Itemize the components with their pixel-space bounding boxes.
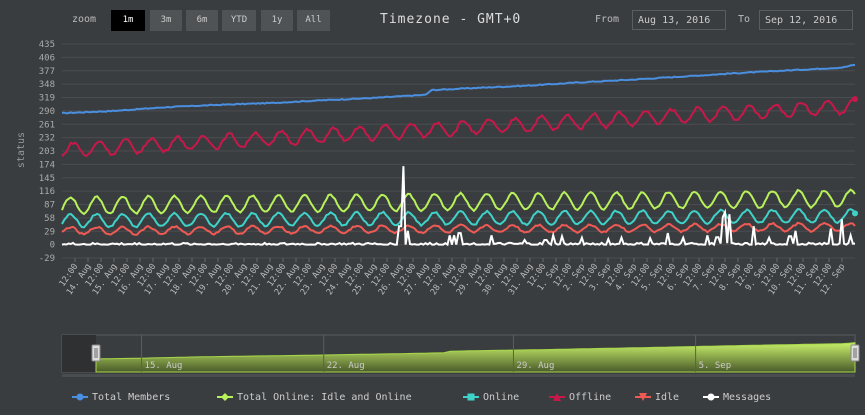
y-tick-label: 290 bbox=[39, 107, 55, 117]
y-tick-label: 29 bbox=[44, 227, 55, 237]
series-line-total-members[interactable] bbox=[62, 65, 855, 114]
y-tick-label: 145 bbox=[39, 174, 55, 184]
series-end-marker bbox=[852, 210, 858, 216]
navigator-label: 22. Aug bbox=[327, 361, 365, 371]
legend-marker-icon bbox=[72, 392, 88, 402]
y-tick-label: -29 bbox=[39, 254, 55, 264]
legend-label: Total Online: Idle and Online bbox=[237, 392, 412, 403]
legend-marker-icon bbox=[463, 392, 479, 402]
legend-label: Offline bbox=[569, 392, 611, 403]
legend-item-messages[interactable]: Messages bbox=[703, 392, 771, 403]
y-tick-label: 406 bbox=[39, 53, 55, 63]
series-end-marker bbox=[852, 96, 858, 102]
y-tick-label: 87 bbox=[44, 201, 55, 211]
legend-marker-icon bbox=[703, 392, 719, 402]
navigator[interactable]: 15. Aug 22. Aug 29. Aug 5. Sep bbox=[62, 335, 859, 377]
legend-item-idle[interactable]: Idle bbox=[635, 392, 679, 403]
legend-item-total-online[interactable]: Total Online: Idle and Online bbox=[217, 392, 412, 403]
legend-item-online[interactable]: Online bbox=[463, 392, 519, 403]
legend-label: Messages bbox=[723, 392, 771, 403]
legend-item-offline[interactable]: Offline bbox=[549, 392, 611, 403]
legend-marker-icon bbox=[635, 392, 651, 402]
y-tick-label: 203 bbox=[39, 147, 55, 157]
series-line-offline[interactable] bbox=[62, 99, 855, 156]
legend-marker-icon bbox=[217, 392, 233, 402]
legend-item-total-members[interactable]: Total Members bbox=[72, 392, 170, 403]
y-tick-label: 261 bbox=[39, 120, 55, 130]
y-tick-label: 232 bbox=[39, 134, 55, 144]
navigator-mask bbox=[62, 335, 96, 372]
y-tick-label: 0 bbox=[50, 241, 55, 251]
y-axis: -29 0 29 58 87 116 145 174 203 232 261 290 319 348 377… bbox=[39, 40, 55, 264]
y-tick-label: 319 bbox=[39, 94, 55, 104]
y-axis-label: status bbox=[16, 132, 27, 168]
navigator-scrollbar[interactable] bbox=[62, 374, 855, 377]
y-tick-label: 377 bbox=[39, 67, 55, 77]
navigator-label: 5. Sep bbox=[699, 361, 732, 371]
y-tick-label: 174 bbox=[39, 160, 55, 170]
y-tick-label: 116 bbox=[39, 187, 55, 197]
navigator-handle-left[interactable] bbox=[92, 345, 100, 361]
legend-marker-icon bbox=[549, 392, 565, 402]
legend-label: Idle bbox=[655, 392, 679, 403]
navigator-label: 15. Aug bbox=[145, 361, 183, 371]
navigator-handle-right[interactable] bbox=[851, 345, 859, 361]
y-tick-label: 348 bbox=[39, 80, 55, 90]
legend-label: Total Members bbox=[92, 392, 170, 403]
y-tick-label: 435 bbox=[39, 40, 55, 50]
y-tick-label: 58 bbox=[44, 214, 55, 224]
navigator-label: 29. Aug bbox=[516, 361, 554, 371]
legend-label: Online bbox=[483, 392, 519, 403]
series-line-total-online[interactable] bbox=[62, 190, 855, 214]
